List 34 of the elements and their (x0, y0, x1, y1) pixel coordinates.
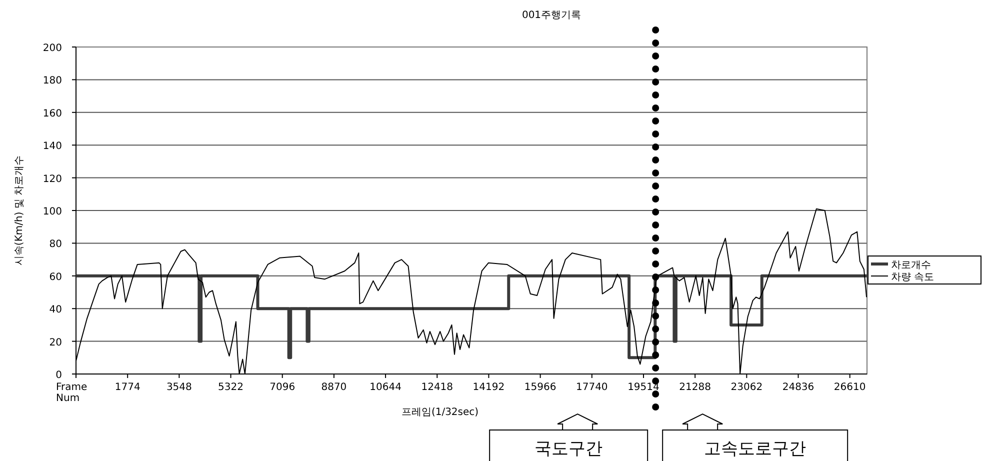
x-tick-label: 26610 (834, 382, 866, 393)
x-tick-label: 1774 (114, 382, 140, 393)
x-tick-label: 17740 (576, 382, 608, 393)
text: 국도구간 (534, 439, 603, 459)
y-tick-label: 20 (49, 337, 62, 348)
x-axis-title: 프레임(1/32sec) (401, 407, 479, 418)
legend-label: 차로개수 (891, 260, 931, 271)
y-axis-title: 시속(Km/h) 및 차로개수 (14, 155, 25, 266)
x-tick-label: 8870 (321, 382, 347, 393)
y-tick-label: 0 (56, 370, 62, 381)
y-tick-label: 200 (42, 43, 62, 54)
y-tick-label: 80 (49, 239, 62, 250)
x-tick-label: 23062 (730, 382, 763, 393)
chart-title: 001주행기록 (522, 10, 582, 21)
y-tick-label: 180 (42, 76, 62, 87)
y-tick-label: 140 (42, 141, 62, 152)
y-tick-label: 40 (49, 304, 62, 316)
legend-label: 차량 속도 (891, 272, 934, 283)
x-tick-label: Frame Num (56, 382, 88, 404)
x-tick-label: 24836 (782, 382, 814, 393)
y-tick-label: 160 (42, 108, 62, 120)
y-tick-label: 60 (49, 272, 62, 283)
y-tick-label: 100 (42, 206, 62, 218)
x-tick-label: 12418 (421, 382, 454, 393)
x-tick-label: 5322 (218, 382, 244, 393)
x-tick-label: 10644 (370, 382, 402, 393)
x-tick-label: 15966 (524, 382, 556, 393)
y-tick-label: 120 (42, 174, 62, 185)
text: 고속도로구간 (704, 439, 806, 459)
x-tick-label: 14192 (472, 382, 505, 393)
x-tick-label: 7096 (270, 382, 296, 393)
x-tick-label: 19514 (628, 382, 660, 393)
x-tick-label: 21288 (679, 382, 711, 393)
x-tick-label: 3548 (166, 382, 192, 393)
